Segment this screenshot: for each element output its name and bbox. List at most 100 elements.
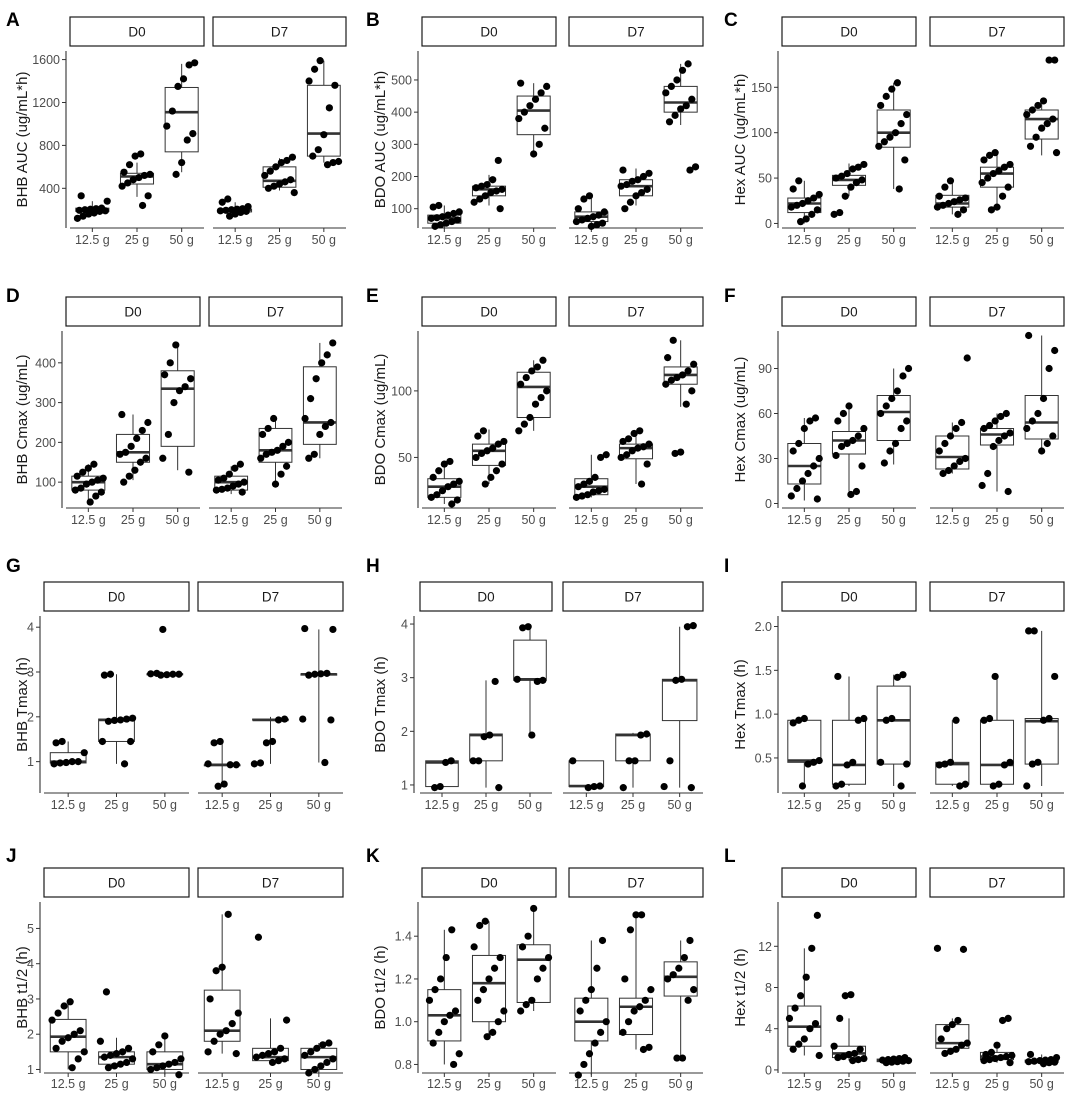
data-point [106,670,115,678]
facet-strip-label: D7 [262,590,279,605]
data-point [860,1054,868,1063]
data-point [474,996,482,1004]
data-point [477,449,486,458]
x-tick-label: 50 g [668,513,692,527]
data-point [181,383,189,391]
facet-strip-label: D7 [271,25,288,40]
data-point [854,432,862,440]
x-tick-label: 12.5 g [51,798,86,812]
data-point [489,444,497,452]
data-point [637,911,646,919]
x-tick-label: 50 g [1029,798,1053,812]
x-tick-label: 12.5 g [205,1077,240,1091]
data-point [204,1048,212,1056]
data-point [634,176,642,184]
box [787,719,822,763]
data-point [952,1045,960,1053]
facet-strip [421,296,557,327]
facet-strip [568,867,704,898]
x-tick-label: 12.5 g [425,798,460,812]
data-point [660,782,668,791]
data-point [88,478,96,486]
data-point [515,427,523,435]
x-tick-label: 50 g [307,798,331,812]
data-point [684,996,692,1004]
x-tick-label: 50 g [521,1077,545,1091]
data-point [258,1051,267,1059]
data-point [448,500,456,508]
data-point [789,1045,797,1053]
data-point [437,975,445,983]
x-tick-label: 50 g [881,233,905,247]
x-tick-label: 25 g [474,798,498,812]
data-point [815,454,823,463]
data-point [500,1007,508,1015]
data-point [904,364,913,373]
x-tick-label: 12.5 g [787,798,822,812]
data-point [645,169,653,177]
x-tick-label: 50 g [1029,1077,1053,1091]
data-point [684,60,692,68]
data-point [470,198,478,206]
data-point [980,156,988,164]
panel-j: J BHB t1/2 (h) 1 2 3 4 5 D0 12.5 g 25 g 50 g D7 12.5… [6,846,344,1091]
data-point [170,398,178,407]
data-point [216,207,225,215]
data-point [323,669,331,677]
data-point [149,1048,157,1056]
data-point [789,447,797,455]
data-point [431,986,439,994]
data-point [849,758,857,766]
data-point [1038,124,1046,132]
data-point [645,1043,653,1051]
data-point [1028,417,1036,425]
data-point [1036,1057,1044,1065]
panel-label: C [724,10,738,31]
data-point [595,211,603,219]
data-point [498,185,506,193]
y-tick-label: 2.0 [755,620,772,634]
data-point [159,454,167,462]
data-point [144,418,152,427]
facet-d0: D0 12.5 g 25 g 50 g [69,16,205,247]
panel-label: A [6,10,20,31]
data-point [530,150,538,158]
data-point [98,737,107,746]
facet-d0: D0 12.5 g 25 g 50 g [781,16,917,247]
data-point [806,417,814,425]
box [661,678,698,722]
panel-label: G [6,556,21,577]
data-point [106,1051,115,1059]
facet-strip-label: D0 [840,876,857,891]
data-point [494,156,502,165]
data-point [677,448,685,456]
y-tick-label: 800 [39,139,60,153]
data-point [264,1050,273,1058]
data-point [84,464,92,472]
data-point [185,61,193,69]
x-tick-label: 25 g [621,798,645,812]
data-point [1004,1014,1012,1023]
data-point [839,1052,848,1061]
x-tick-label: 12.5 g [427,513,462,527]
data-point [882,402,890,410]
panel-h: H BDO Tmax (h) 1 2 3 4 D0 12.5 g 25 g 50 g D7 12.5 … [366,556,704,812]
data-point [895,185,903,193]
data-point [544,953,553,962]
data-point [455,208,463,216]
data-point [74,1055,82,1063]
data-point [485,975,493,983]
data-point [275,180,284,188]
data-point [270,1048,279,1056]
data-point [937,1035,945,1043]
data-point [899,372,907,380]
data-point [935,192,943,200]
panel-l: L Hex t1/2 (h) 0 4 8 12 D0 12.5 g 25 g 50 g D7 12.5… [724,846,1065,1091]
y-axis-label: Hex AUC (ug/mL*h) [732,74,749,206]
facet-strip-label: D7 [627,25,644,40]
facet-strip-label: D7 [988,25,1005,40]
box [1024,395,1059,440]
data-point [455,1050,463,1058]
data-point [264,184,273,192]
data-point [274,1057,283,1065]
